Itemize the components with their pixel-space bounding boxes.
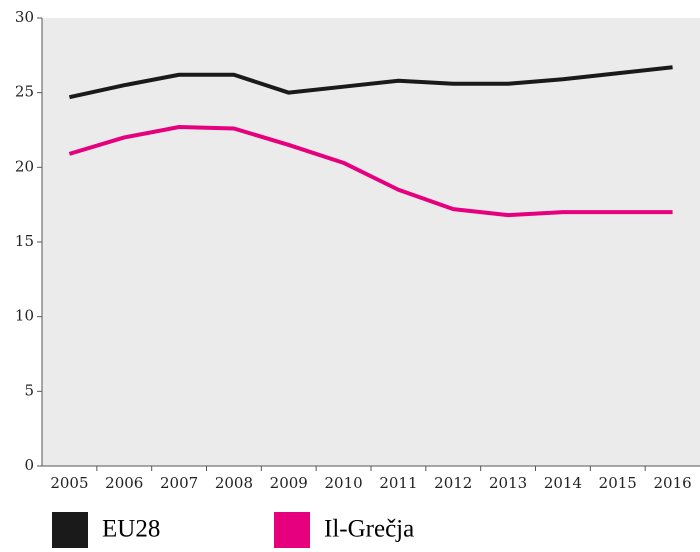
x-tick-label: 2016 [653,474,691,492]
legend-label: Il-Grečja [324,516,414,543]
legend-label: EU28 [102,516,160,543]
y-tick-label: 0 [24,456,34,474]
y-tick-label: 20 [15,157,34,175]
x-tick-label: 2013 [489,474,527,492]
plot-area [42,18,700,466]
y-tick-label: 5 [24,381,34,399]
series-line [68,125,673,218]
x-tick-label: 2011 [379,474,417,492]
x-tick-label: 2009 [270,474,308,492]
y-tick-label: 30 [15,8,34,26]
series-line [68,65,673,100]
y-tick-label: 15 [15,232,34,250]
legend-swatch [52,512,88,548]
x-tick-label: 2008 [215,474,253,492]
x-tick-label: 2010 [324,474,362,492]
x-tick-label: 2012 [434,474,472,492]
x-tick-label: 2014 [544,474,582,492]
x-tick-label: 2005 [50,474,88,492]
y-tick-label: 10 [15,307,34,325]
x-tick-label: 2015 [599,474,637,492]
x-tick-label: 2006 [105,474,143,492]
y-tick-label: 25 [15,83,34,101]
x-tick-label: 2007 [160,474,198,492]
legend-swatch [274,512,310,548]
